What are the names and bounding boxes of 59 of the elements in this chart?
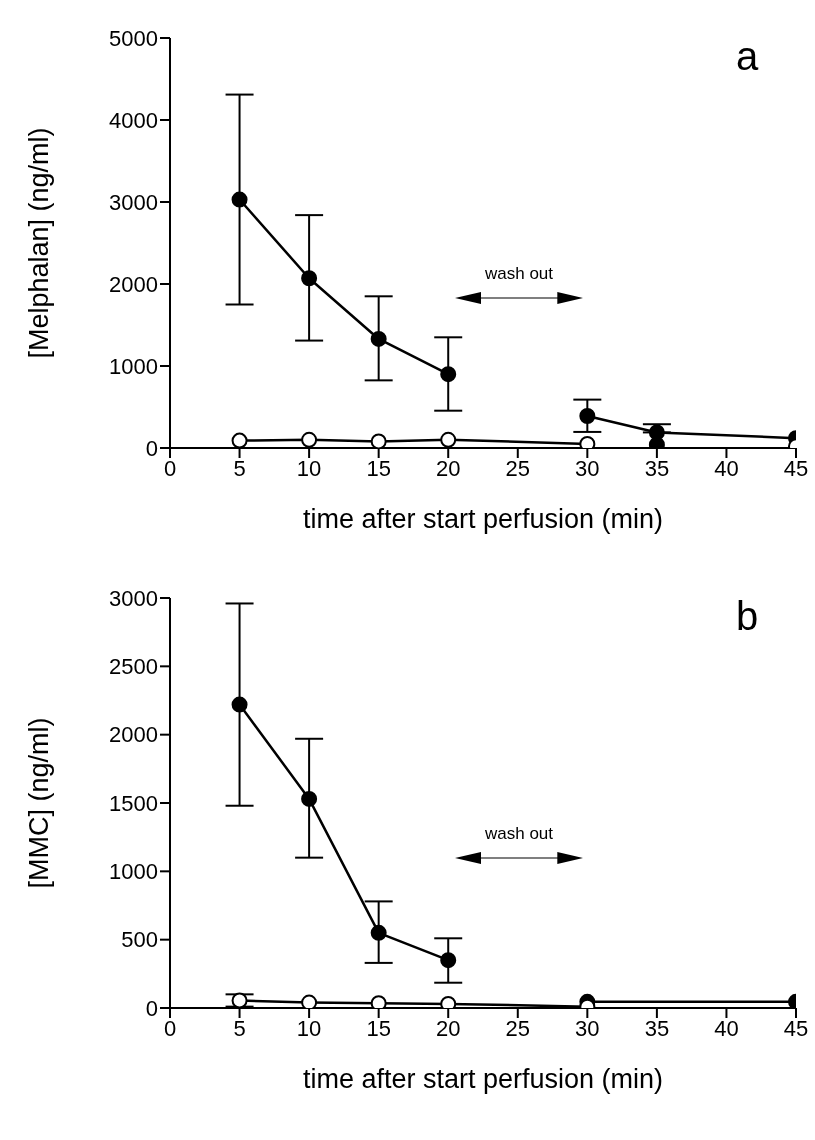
x-tick-label: 45 [783,455,809,481]
point [301,431,318,448]
point [231,992,248,1008]
x-tick-label: 5 [233,1015,246,1041]
x-tick-label: 15 [366,455,391,481]
x-tick-label: 25 [505,455,531,481]
annotation: wash out [483,823,554,844]
point [301,790,318,807]
point [231,432,248,448]
point [301,994,318,1008]
y-tick-label: 0 [145,995,158,1021]
x-tick-label: 10 [296,455,322,481]
y-axis-title: [MMC] (ng/ml) [23,717,54,889]
y-tick-label: 5000 [109,25,158,51]
x-tick-label: 20 [435,455,461,481]
y-tick-label: 2000 [109,271,158,297]
x-axis-title: time after start perfusion (min) [302,1064,664,1094]
point [370,924,387,941]
x-tick-label: 30 [575,455,600,481]
x-tick-label: 20 [435,1015,461,1041]
x-tick-label: 35 [644,1015,670,1041]
x-tick-label: 40 [714,1015,739,1041]
y-axis-title: [Melphalan] (ng/ml) [23,127,54,359]
point [370,433,387,448]
x-tick-label: 25 [505,1015,531,1041]
x-tick-label: 30 [575,1015,600,1041]
point [440,952,457,969]
point [370,330,387,347]
x-axis-title: time after start perfusion (min) [302,504,664,534]
y-tick-label: 2500 [109,654,158,680]
x-tick-label: 5 [233,455,246,481]
point [440,431,457,448]
y-tick-label: 4000 [109,107,158,133]
point [440,366,457,383]
y-tick-label: 0 [145,435,158,461]
chart-title: b [736,594,759,639]
point [579,435,596,448]
y-tick-label: 1500 [109,790,158,816]
x-tick-label: 40 [714,455,739,481]
point [231,191,248,208]
point [301,270,318,287]
x-tick-label: 0 [163,455,177,481]
y-tick-label: 1000 [109,859,158,885]
y-tick-label: 2000 [109,722,158,748]
x-tick-label: 45 [783,1015,809,1041]
y-tick-label: 500 [121,927,158,953]
x-tick-label: 0 [163,1015,177,1041]
annotation: wash out [483,263,554,284]
point [440,995,457,1008]
y-tick-label: 3000 [109,585,158,611]
x-tick-label: 10 [296,1015,322,1041]
x-tick-label: 35 [644,455,670,481]
y-tick-label: 1000 [109,353,158,379]
chart-title: a [736,34,759,79]
point [370,995,387,1008]
point [579,408,596,425]
x-tick-label: 15 [366,1015,391,1041]
y-tick-label: 3000 [109,189,158,215]
point [231,696,248,713]
